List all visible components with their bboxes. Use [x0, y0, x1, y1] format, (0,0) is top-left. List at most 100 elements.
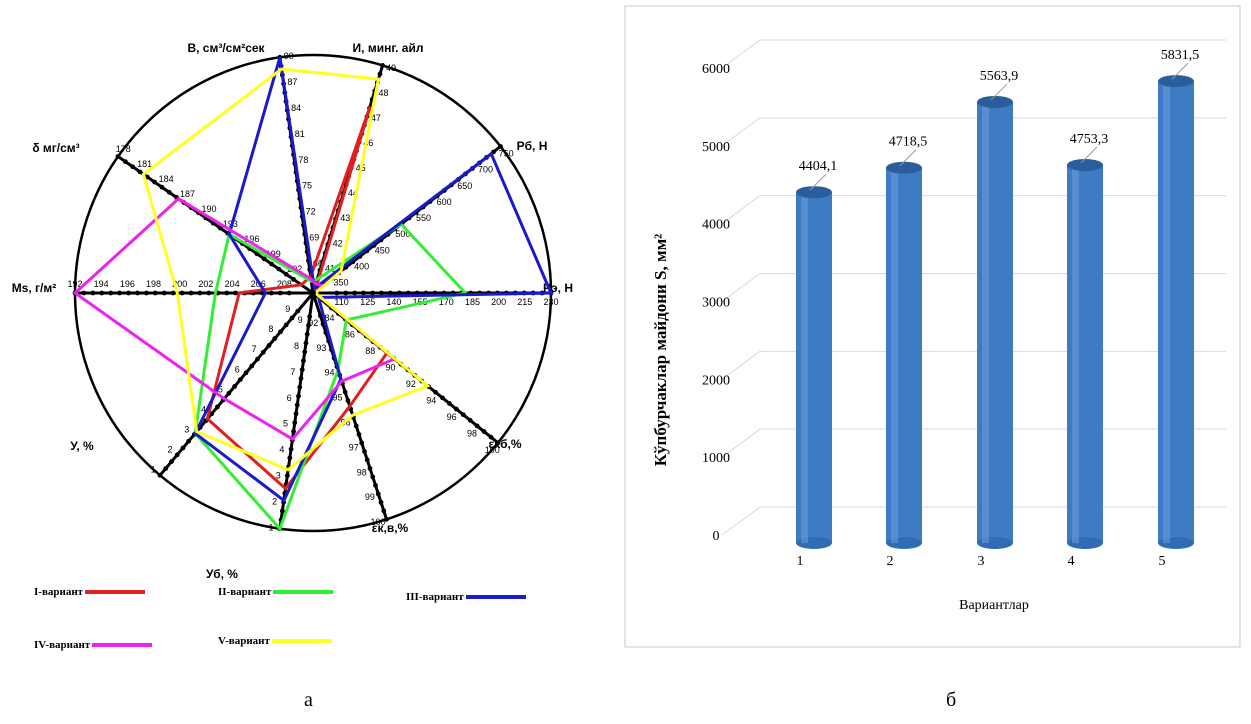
- radar-axis-dot: [373, 482, 378, 488]
- x-tick-label: 5: [1159, 554, 1166, 569]
- radar-axis-dot: [214, 404, 220, 410]
- radar-tick-label: 140: [386, 297, 401, 307]
- radar-axis-dot: [304, 331, 310, 337]
- radar-tick-label: 47: [371, 113, 381, 123]
- radar-axis-dot: [268, 290, 274, 296]
- radar-axis-dot: [359, 440, 365, 446]
- radar-axis-dot: [301, 358, 306, 364]
- radar-axis-dot: [283, 271, 289, 277]
- radar-tick-label: 81: [295, 129, 305, 139]
- x-tick-label: 3: [978, 554, 985, 569]
- bar-value-label: 5831,5: [1161, 48, 1200, 63]
- radar-tick-label: 184: [159, 174, 174, 184]
- bar-top: [1158, 75, 1194, 88]
- radar-tick-label: 98: [467, 428, 477, 438]
- radar-axis-dot: [279, 508, 285, 514]
- radar-axis-dot: [288, 446, 294, 452]
- radar-axis-dot: [278, 329, 283, 335]
- radar-axis-label: У, %: [70, 439, 94, 453]
- radar-axis-dot: [276, 266, 282, 272]
- radar-axis-dot: [481, 429, 487, 434]
- radar-tick-label: 2: [167, 444, 172, 454]
- radar-axis-dot: [381, 508, 387, 514]
- radar-tick-label: 84: [291, 103, 301, 113]
- y-tick-label: 1000: [702, 451, 730, 466]
- bar-label-leader: [1080, 146, 1098, 164]
- radar-tick-label: 95: [333, 393, 343, 403]
- radar-tick-label: 43: [340, 213, 350, 223]
- grid-line-depth: [721, 273, 761, 302]
- radar-axis-dot: [294, 402, 300, 408]
- bar-top: [886, 161, 922, 174]
- radar-tick-label: 42: [333, 238, 343, 248]
- radar-tick-label: 215: [517, 297, 532, 307]
- bar-top: [796, 186, 832, 199]
- bar-label-leader: [809, 173, 827, 191]
- radar-tick-label: 3: [184, 424, 189, 434]
- bar-2: 4718,5: [886, 135, 927, 549]
- radar-tick-label: 98: [357, 467, 367, 477]
- radar-axis-dot: [169, 459, 174, 465]
- radar-axis-dot: [126, 290, 131, 296]
- radar-axis-label: И, минг. айл: [353, 41, 424, 55]
- y-tick-label: 6000: [702, 62, 730, 77]
- radar-axis-dot: [367, 466, 373, 471]
- legend-label: IV-вариант: [34, 639, 91, 651]
- radar-tick-label: 400: [354, 261, 369, 271]
- bar-value-label: 4404,1: [799, 159, 838, 174]
- radar-series-1: [205, 105, 390, 491]
- radar-axis-label: Уб, %: [206, 567, 238, 581]
- grid-line-depth: [721, 117, 761, 147]
- radar-tick-label: 72: [306, 207, 316, 217]
- radar-axis-dot: [286, 290, 292, 296]
- radar-axis-dot: [291, 276, 296, 282]
- radar-tick-label: 550: [416, 213, 431, 223]
- radar-axis-dot: [460, 412, 466, 418]
- radar-axis-dot: [115, 154, 121, 159]
- radar-axis-dot: [380, 62, 385, 68]
- legend-item-4: IV-вариант: [34, 639, 153, 651]
- radar-axis-dot: [296, 393, 301, 399]
- radar-tick-label: 193: [223, 219, 238, 229]
- radar-axis-dot: [284, 473, 290, 479]
- legend-item-3: III-вариант: [406, 591, 526, 603]
- radar-tick-label: 41: [325, 263, 335, 273]
- radar-axis-dot: [352, 290, 358, 296]
- radar-tick-label: 93: [316, 343, 326, 353]
- radar-axis-dot: [292, 420, 298, 426]
- radar-tick-label: 196: [244, 234, 259, 244]
- bar-4: 4753,3: [1067, 132, 1108, 549]
- radar-axis-dot: [370, 290, 375, 296]
- radar-axis-dot: [170, 290, 176, 296]
- bar-label-leader: [990, 83, 1008, 101]
- radar-tick-label: 69: [309, 233, 319, 243]
- radar-axis-dot: [356, 432, 362, 437]
- radar-axis-dot: [243, 370, 249, 376]
- grid-line-depth: [721, 350, 761, 380]
- radar-axis-dot: [261, 256, 267, 262]
- radar-axis-dot: [498, 144, 503, 149]
- legend-label: V-вариант: [218, 635, 270, 647]
- bar-top: [977, 95, 1013, 108]
- radar-axis-dot: [447, 401, 452, 406]
- radar-tick-label: 350: [334, 278, 349, 288]
- bar-label-leader: [1171, 62, 1189, 80]
- radar-tick-label: 190: [201, 204, 216, 214]
- radar-series-4: [72, 196, 398, 442]
- radar-axis-dot: [378, 499, 384, 505]
- radar-tick-label: 208: [277, 279, 292, 289]
- y-tick-label: 0: [713, 529, 720, 544]
- radar-tick-label: 48: [379, 88, 389, 98]
- radar-tick-label: 94: [324, 368, 334, 378]
- radar-axis-dot: [384, 516, 389, 522]
- radar-axis-dot: [161, 290, 167, 296]
- bar-highlight: [801, 192, 808, 543]
- radar-axis-dot: [289, 315, 295, 321]
- bar-value-label: 5563,9: [980, 69, 1019, 84]
- radar-axis-dot: [297, 384, 303, 390]
- radar-tick-label: 5: [218, 384, 223, 394]
- radar-axis-dot: [233, 290, 239, 296]
- radar-axis-dot: [353, 423, 359, 429]
- radar-series-3: [193, 56, 554, 503]
- radar-axis-dot: [180, 445, 186, 451]
